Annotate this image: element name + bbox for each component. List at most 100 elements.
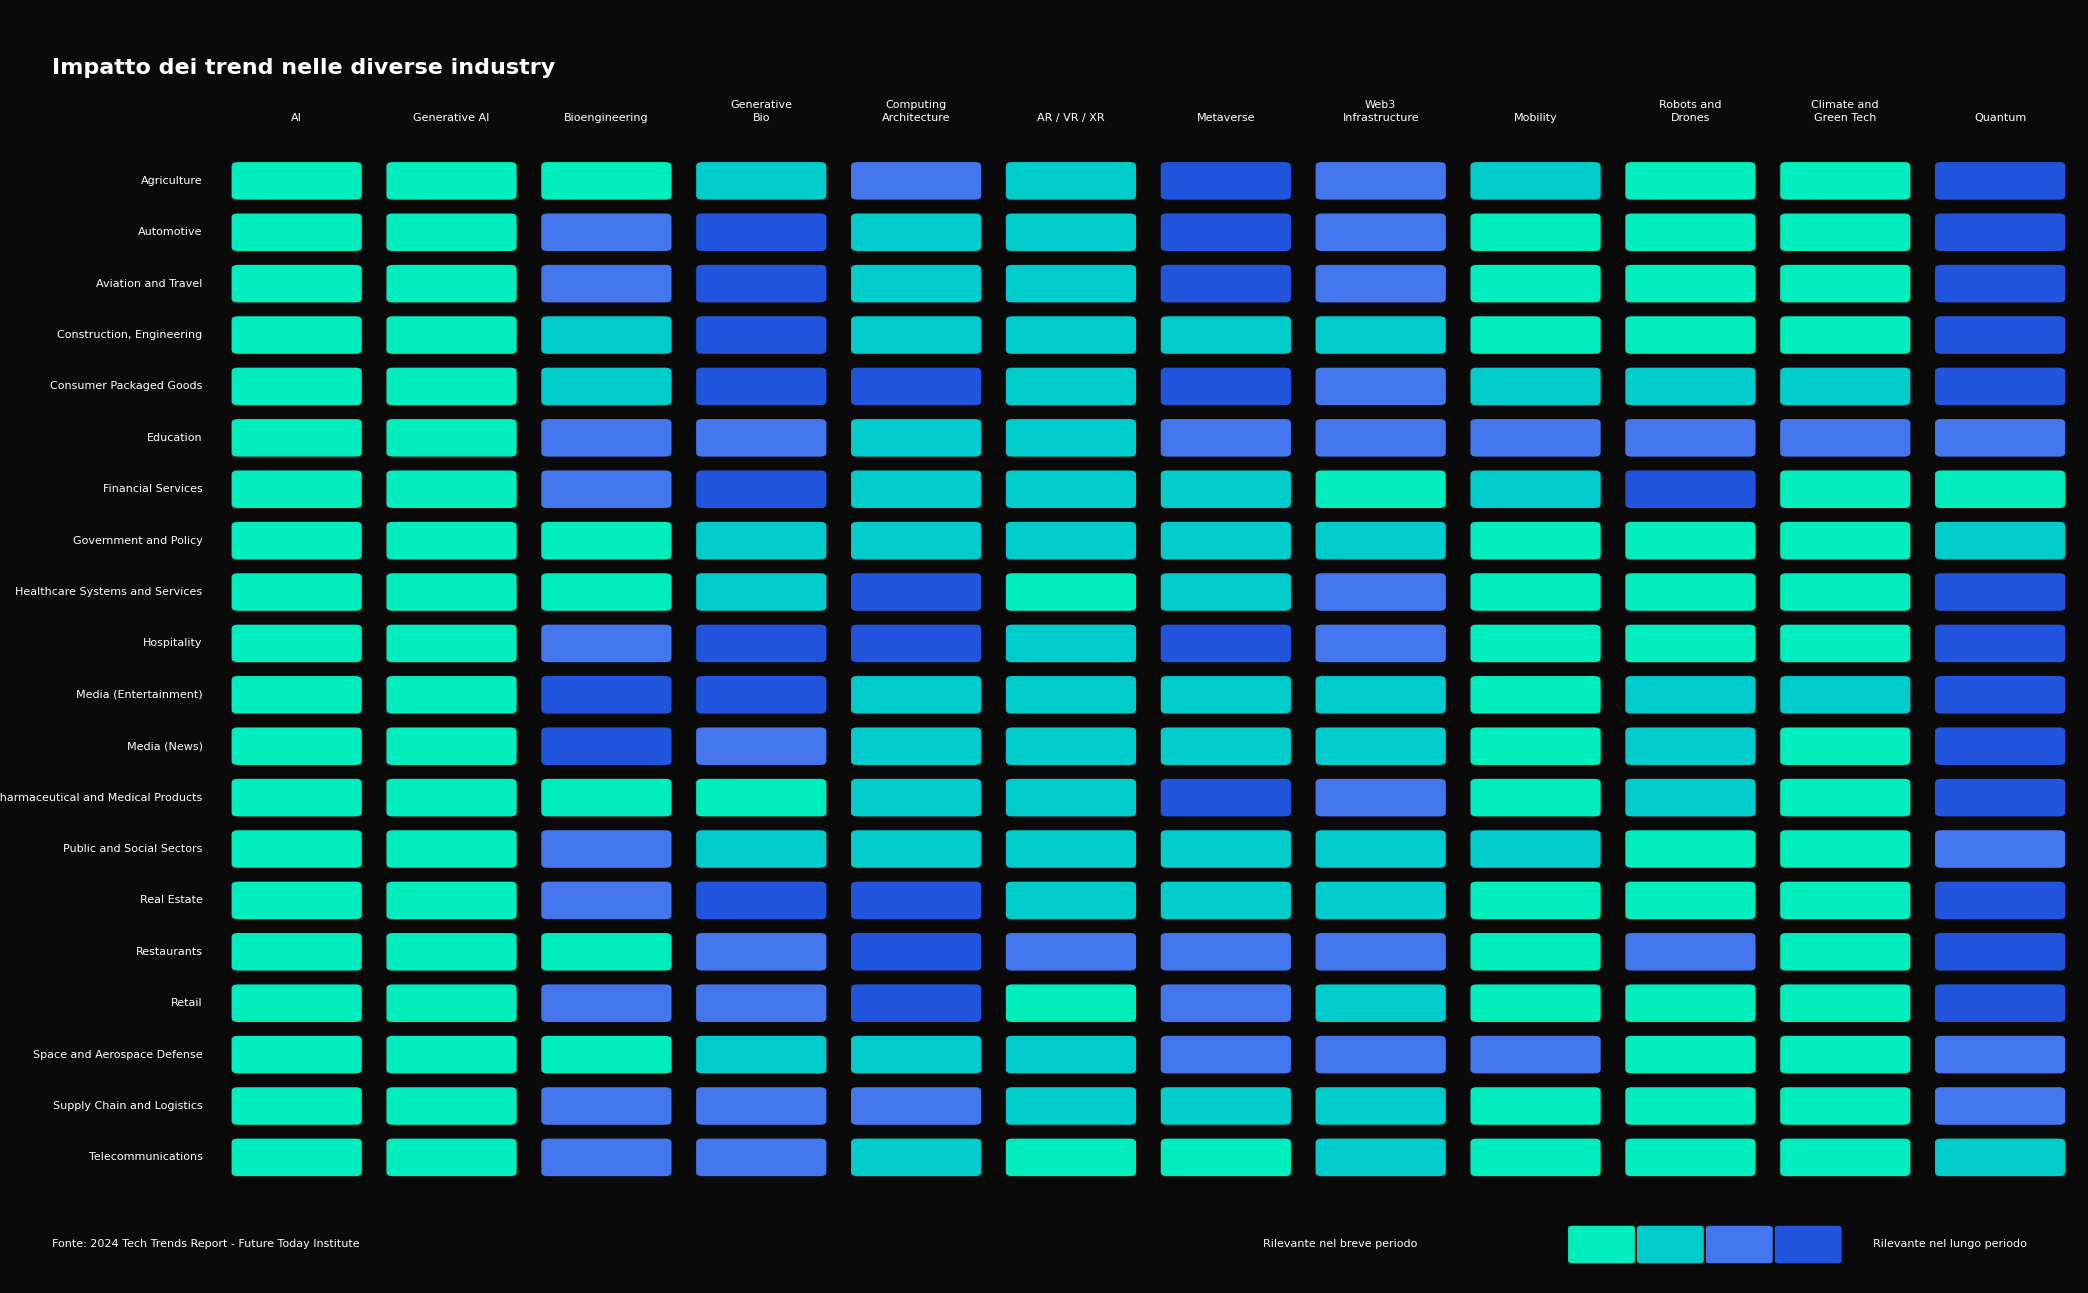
Text: Rilevante nel breve periodo: Rilevante nel breve periodo [1263, 1239, 1418, 1249]
FancyBboxPatch shape [1624, 573, 1756, 610]
FancyBboxPatch shape [1470, 728, 1601, 765]
FancyBboxPatch shape [1006, 830, 1136, 868]
FancyBboxPatch shape [1315, 573, 1445, 610]
FancyBboxPatch shape [541, 882, 672, 919]
FancyBboxPatch shape [1315, 213, 1445, 251]
FancyBboxPatch shape [1470, 1087, 1601, 1125]
FancyBboxPatch shape [1781, 471, 1911, 508]
Text: Education: Education [146, 433, 203, 442]
FancyBboxPatch shape [1006, 162, 1136, 199]
FancyBboxPatch shape [1470, 162, 1601, 199]
FancyBboxPatch shape [1470, 471, 1601, 508]
FancyBboxPatch shape [1936, 213, 2065, 251]
FancyBboxPatch shape [232, 573, 361, 610]
FancyBboxPatch shape [541, 625, 672, 662]
FancyBboxPatch shape [852, 1087, 981, 1125]
FancyBboxPatch shape [541, 573, 672, 610]
FancyBboxPatch shape [1315, 1139, 1445, 1177]
FancyBboxPatch shape [232, 830, 361, 868]
FancyBboxPatch shape [1006, 265, 1136, 303]
Text: Real Estate: Real Estate [140, 896, 203, 905]
FancyBboxPatch shape [852, 676, 981, 714]
FancyBboxPatch shape [1470, 676, 1601, 714]
FancyBboxPatch shape [1006, 625, 1136, 662]
FancyBboxPatch shape [1624, 984, 1756, 1021]
FancyBboxPatch shape [1936, 778, 2065, 816]
FancyBboxPatch shape [1936, 625, 2065, 662]
FancyBboxPatch shape [541, 367, 672, 405]
FancyBboxPatch shape [1006, 1036, 1136, 1073]
FancyBboxPatch shape [1470, 573, 1601, 610]
FancyBboxPatch shape [852, 830, 981, 868]
FancyBboxPatch shape [541, 317, 672, 354]
FancyBboxPatch shape [541, 1036, 672, 1073]
FancyBboxPatch shape [386, 1087, 516, 1125]
FancyBboxPatch shape [1315, 419, 1445, 456]
FancyBboxPatch shape [1315, 367, 1445, 405]
FancyBboxPatch shape [386, 625, 516, 662]
FancyBboxPatch shape [541, 984, 672, 1021]
FancyBboxPatch shape [541, 830, 672, 868]
FancyBboxPatch shape [1936, 522, 2065, 560]
FancyBboxPatch shape [852, 471, 981, 508]
Text: AR / VR / XR: AR / VR / XR [1038, 112, 1105, 123]
Text: Consumer Packaged Goods: Consumer Packaged Goods [50, 381, 203, 392]
FancyBboxPatch shape [852, 213, 981, 251]
FancyBboxPatch shape [1936, 728, 2065, 765]
FancyBboxPatch shape [1624, 419, 1756, 456]
FancyBboxPatch shape [852, 1139, 981, 1177]
FancyBboxPatch shape [1936, 1036, 2065, 1073]
FancyBboxPatch shape [695, 317, 827, 354]
Text: Public and Social Sectors: Public and Social Sectors [63, 844, 203, 853]
FancyBboxPatch shape [1624, 1139, 1756, 1177]
FancyBboxPatch shape [1315, 984, 1445, 1021]
FancyBboxPatch shape [1936, 471, 2065, 508]
FancyBboxPatch shape [386, 676, 516, 714]
FancyBboxPatch shape [1006, 317, 1136, 354]
FancyBboxPatch shape [386, 728, 516, 765]
Text: AI: AI [290, 112, 303, 123]
FancyBboxPatch shape [1470, 1139, 1601, 1177]
FancyBboxPatch shape [1315, 162, 1445, 199]
FancyBboxPatch shape [1006, 984, 1136, 1021]
Text: Aviation and Travel: Aviation and Travel [96, 279, 203, 288]
FancyBboxPatch shape [1315, 317, 1445, 354]
FancyBboxPatch shape [695, 1139, 827, 1177]
FancyBboxPatch shape [232, 1087, 361, 1125]
FancyBboxPatch shape [695, 1087, 827, 1125]
FancyBboxPatch shape [1781, 317, 1911, 354]
FancyBboxPatch shape [695, 471, 827, 508]
FancyBboxPatch shape [852, 367, 981, 405]
FancyBboxPatch shape [386, 162, 516, 199]
FancyBboxPatch shape [1315, 934, 1445, 971]
FancyBboxPatch shape [1624, 625, 1756, 662]
FancyBboxPatch shape [1936, 830, 2065, 868]
FancyBboxPatch shape [232, 882, 361, 919]
FancyBboxPatch shape [695, 213, 827, 251]
FancyBboxPatch shape [541, 778, 672, 816]
Text: Robots and
Drones: Robots and Drones [1660, 101, 1723, 123]
FancyBboxPatch shape [1161, 522, 1290, 560]
FancyBboxPatch shape [1006, 934, 1136, 971]
FancyBboxPatch shape [1624, 728, 1756, 765]
FancyBboxPatch shape [1470, 367, 1601, 405]
FancyBboxPatch shape [852, 317, 981, 354]
FancyBboxPatch shape [1624, 265, 1756, 303]
FancyBboxPatch shape [695, 367, 827, 405]
FancyBboxPatch shape [1161, 471, 1290, 508]
FancyBboxPatch shape [1781, 778, 1911, 816]
FancyBboxPatch shape [232, 934, 361, 971]
FancyBboxPatch shape [852, 162, 981, 199]
FancyBboxPatch shape [1006, 778, 1136, 816]
FancyBboxPatch shape [695, 728, 827, 765]
FancyBboxPatch shape [1161, 1139, 1290, 1177]
FancyBboxPatch shape [852, 573, 981, 610]
FancyBboxPatch shape [232, 728, 361, 765]
FancyBboxPatch shape [232, 367, 361, 405]
FancyBboxPatch shape [1470, 419, 1601, 456]
FancyBboxPatch shape [695, 984, 827, 1021]
FancyBboxPatch shape [695, 522, 827, 560]
FancyBboxPatch shape [1315, 830, 1445, 868]
FancyBboxPatch shape [1781, 162, 1911, 199]
Text: Construction, Engineering: Construction, Engineering [56, 330, 203, 340]
